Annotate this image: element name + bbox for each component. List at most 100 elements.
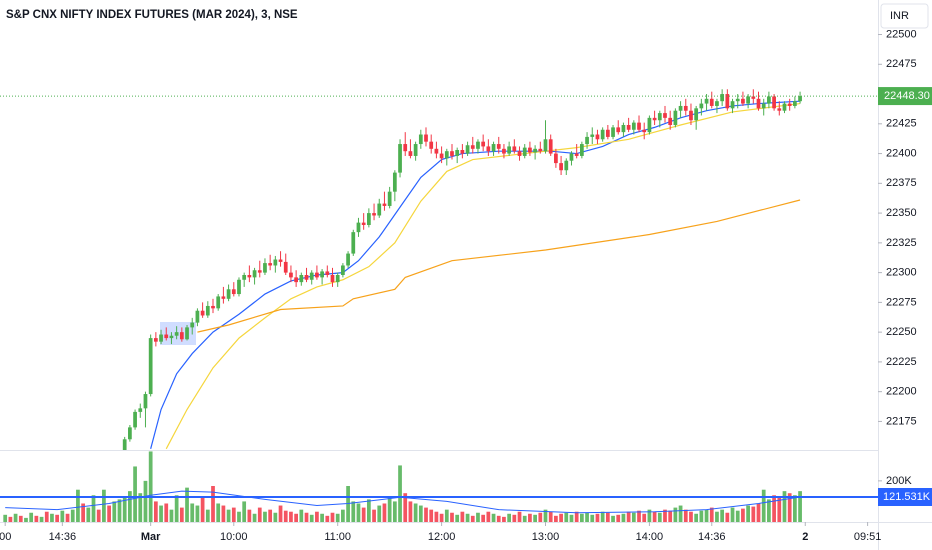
volume-bar: [564, 512, 569, 522]
candle-body: [164, 334, 169, 339]
x-tick-label: Mar: [141, 531, 161, 543]
volume-bar: [304, 512, 309, 522]
x-tick-label: 14:36: [49, 531, 77, 543]
candle-body: [351, 232, 356, 254]
volume-bar: [450, 512, 454, 522]
candle-body: [725, 94, 730, 109]
volume-bar: [637, 510, 641, 522]
candle-body: [268, 263, 273, 266]
volume-bar: [289, 511, 293, 522]
candle-body: [787, 103, 792, 106]
volume-bar: [699, 510, 704, 522]
candle-body: [491, 144, 496, 152]
volume-bar: [216, 503, 221, 522]
candle-body: [444, 151, 449, 159]
volume-bar: [694, 513, 699, 522]
volume-bar: [502, 516, 506, 522]
currency[interactable]: INR: [890, 10, 909, 22]
volume-bar: [413, 503, 418, 522]
candle-body: [169, 335, 174, 339]
candle-body: [543, 139, 548, 152]
candle-body: [741, 98, 745, 104]
volume-bar: [60, 510, 65, 522]
volume-bar: [720, 509, 725, 522]
candle-body: [143, 394, 148, 409]
volume-bar: [278, 505, 283, 522]
candle-body: [626, 125, 631, 130]
candle-body: [678, 105, 683, 111]
candle-body: [798, 96, 802, 102]
volume-bar: [746, 505, 750, 522]
volume-bar: [554, 515, 558, 522]
volume-bar: [491, 513, 496, 522]
moving-average: [165, 102, 801, 450]
volume-bar: [756, 503, 761, 522]
candle-body: [450, 151, 454, 156]
volume-bar: [767, 499, 771, 522]
candle-body: [304, 275, 309, 280]
candle-body: [429, 141, 434, 149]
volume-bar: [257, 507, 262, 522]
candle-body: [392, 172, 397, 192]
volume-bar: [341, 509, 345, 522]
volume-bar: [112, 501, 117, 522]
candle-body: [408, 151, 413, 156]
currency-button[interactable]: [880, 3, 929, 29]
candle-body: [746, 96, 750, 104]
candle-body: [761, 103, 766, 109]
candle-body: [252, 270, 257, 278]
candle-body: [756, 98, 761, 109]
volume-bar: [403, 493, 408, 522]
candle-body: [579, 144, 584, 156]
volume-bar: [122, 497, 127, 522]
candle-body: [476, 141, 480, 149]
volume-bar: [585, 512, 589, 522]
candle-body: [595, 134, 600, 140]
volume-bar: [76, 489, 80, 522]
volume-bar: [242, 501, 247, 522]
volume-bar: [600, 511, 605, 522]
volume-bar: [361, 507, 366, 522]
candle-body: [720, 94, 725, 102]
y-tick-label: 22175: [886, 415, 917, 427]
volume-bar: [377, 505, 382, 522]
candle-body: [356, 222, 361, 233]
volume-bar: [548, 511, 553, 522]
candle-body: [751, 96, 756, 99]
volume-bar: [496, 515, 501, 522]
volume-bar: [294, 513, 299, 522]
candle-body: [174, 332, 179, 336]
volume-bar: [153, 501, 158, 522]
volume-bar: [392, 501, 397, 522]
volume-bar: [486, 511, 491, 522]
y-tick-label: 22375: [886, 177, 917, 189]
candle-body: [642, 129, 647, 133]
volume-bar: [3, 514, 8, 522]
volume-bar: [590, 514, 595, 522]
candle-body: [548, 139, 553, 154]
volume-bar: [335, 513, 340, 522]
candle-body: [221, 296, 226, 299]
volume-bar: [429, 509, 434, 522]
volume-bar: [470, 515, 475, 522]
volume-bar: [34, 515, 39, 522]
candle-body: [242, 275, 247, 280]
volume-bar: [39, 516, 44, 522]
volume-bar: [476, 512, 480, 522]
volume-bar: [247, 509, 252, 522]
volume-bar: [169, 509, 174, 522]
candle-body: [263, 263, 267, 273]
volume-bar: [91, 495, 96, 522]
volume-bar: [138, 493, 143, 522]
candle-body: [325, 271, 330, 275]
x-tick-label: 11:00: [324, 531, 351, 543]
volume-bar: [507, 513, 512, 522]
candle-body: [403, 144, 408, 152]
volume-pane: [3, 451, 802, 522]
candle-body: [294, 277, 299, 283]
volume-bar: [263, 511, 267, 522]
candle-body: [481, 141, 486, 147]
volume-bar: [460, 511, 465, 522]
candle-body: [455, 150, 460, 156]
